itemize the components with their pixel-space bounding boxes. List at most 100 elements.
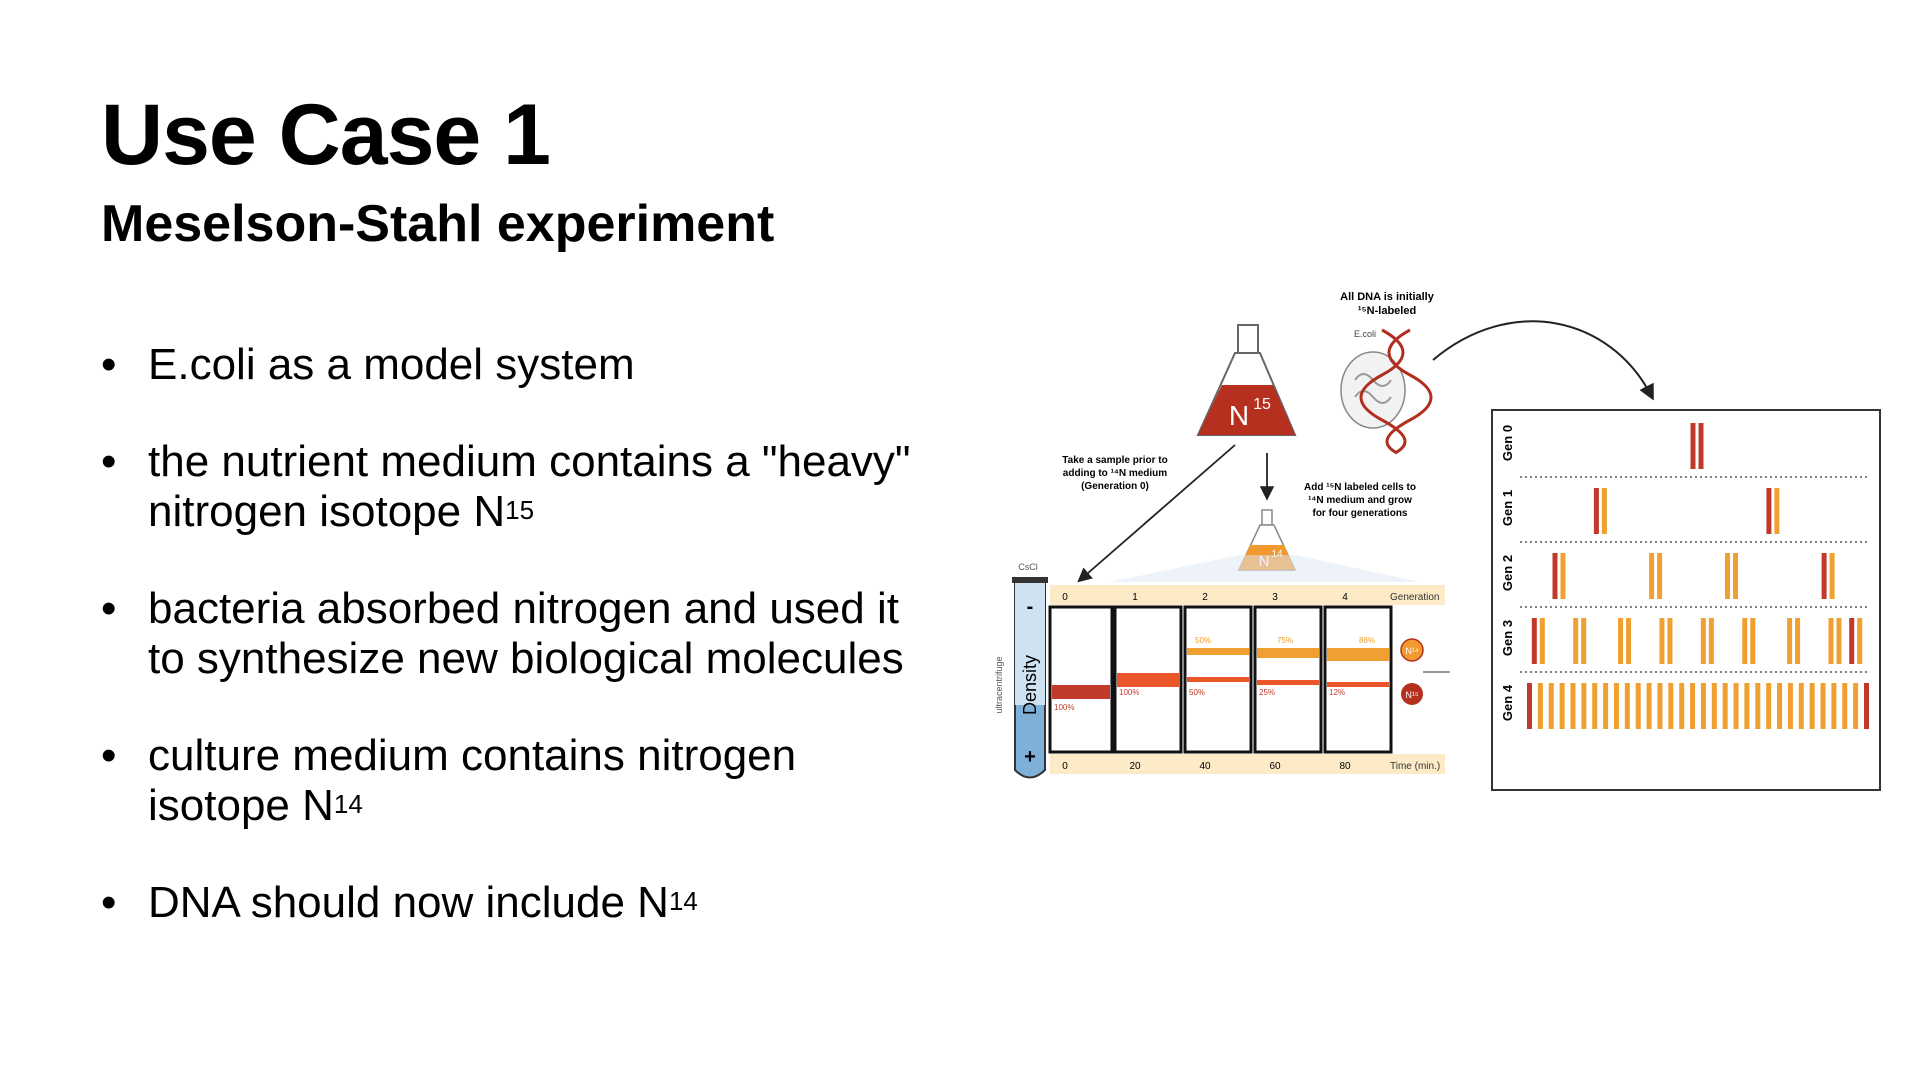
bullet-item: • DNA should now include N14 — [101, 878, 921, 928]
bullet-text: E.coli as a model system — [148, 340, 635, 389]
light-pct: 88% — [1359, 636, 1375, 645]
slide-subtitle: Meselson-Stahl experiment — [101, 195, 775, 253]
add-note-line1: Add ¹⁵N labeled cells to — [1304, 482, 1416, 493]
heavy-band — [1257, 680, 1319, 685]
sample-arrow — [1077, 444, 1236, 583]
heavy-band — [1327, 682, 1389, 687]
gen-row-label: Gen 4 — [1500, 684, 1515, 721]
density-label: Density — [1020, 655, 1040, 715]
legend-n15: N¹⁵ — [1401, 683, 1423, 705]
dna-strand — [1601, 488, 1607, 534]
heavy-pct: 100% — [1119, 688, 1139, 697]
time-tick: 80 — [1339, 761, 1351, 772]
add-note-line3: for four generations — [1312, 508, 1407, 519]
bullet-item: • the nutrient medium contains a "heavy" … — [101, 437, 921, 537]
bullet-item: • E.coli as a model system — [101, 340, 921, 390]
heavy-pct: 50% — [1189, 688, 1205, 697]
dna-strand — [1560, 553, 1566, 599]
generation-tick: 2 — [1202, 592, 1208, 603]
bullet-dot: • — [101, 340, 117, 389]
bullet-text: bacteria absorbed nitrogen and used it t… — [148, 584, 904, 683]
dna-strand — [1657, 683, 1663, 729]
flask-n15-sup: 15 — [1253, 396, 1271, 413]
tube-minus: - — [1027, 596, 1034, 618]
dna-strand — [1755, 683, 1761, 729]
generation-tick: 1 — [1132, 592, 1138, 603]
heavy-band — [1117, 673, 1179, 687]
dna-strand — [1795, 618, 1801, 664]
heavy-pct: 12% — [1329, 688, 1345, 697]
bullet-dot: • — [101, 437, 117, 486]
dna-strand — [1690, 683, 1696, 729]
dna-strand — [1539, 618, 1545, 664]
dna-strand — [1659, 618, 1665, 664]
dna-strand — [1593, 488, 1599, 534]
heavy-band — [1187, 677, 1249, 682]
dna-strand — [1667, 618, 1673, 664]
dna-strand — [1821, 553, 1827, 599]
dna-strand — [1679, 683, 1685, 729]
dna-strand — [1831, 683, 1837, 729]
dna-strand — [1657, 553, 1663, 599]
dna-strand — [1635, 683, 1641, 729]
dna-strand — [1581, 618, 1587, 664]
gradient-panel — [1048, 605, 1114, 754]
time-labels: 0 20 40 60 80 — [1062, 761, 1351, 772]
time-axis-label: Time (min.) — [1390, 761, 1440, 772]
light-pct: 50% — [1195, 636, 1211, 645]
dna-strand — [1787, 683, 1793, 729]
dna-strand — [1725, 553, 1730, 599]
curved-arrow — [1432, 320, 1654, 401]
gradient-panel — [1253, 605, 1323, 754]
ecoli-label: E.coli — [1354, 329, 1376, 339]
dna-strand — [1698, 423, 1704, 469]
dna-strand — [1733, 553, 1738, 599]
centrifuge-tube-icon: - + Density — [1012, 577, 1048, 779]
bullet-dot: • — [101, 584, 117, 633]
sample-note-line3: (Generation 0) — [1081, 481, 1149, 492]
superscript: 15 — [505, 495, 535, 525]
dna-strand — [1531, 618, 1537, 664]
bullet-list: • E.coli as a model system • the nutrient … — [101, 340, 921, 975]
dna-strand — [1722, 683, 1728, 729]
n15-flask-icon: N 15 — [1196, 324, 1297, 436]
legend-n14: N¹⁴ — [1400, 638, 1424, 662]
ultracentrifuge-label: ultracentrifuge — [994, 656, 1004, 713]
dna-strand — [1809, 683, 1815, 729]
dna-strand — [1711, 683, 1717, 729]
dna-strand — [1733, 683, 1739, 729]
bullet-item: • bacteria absorbed nitrogen and used it … — [101, 584, 921, 684]
light-band — [1187, 648, 1249, 655]
initial-label-line2: ¹⁵N-labeled — [1358, 305, 1416, 317]
initial-label-line1: All DNA is initially — [1340, 291, 1435, 303]
bullet-dot: • — [101, 731, 117, 780]
dna-strand — [1581, 683, 1587, 729]
time-tick: 20 — [1129, 761, 1141, 772]
dna-strand — [1708, 618, 1714, 664]
light-band — [1257, 648, 1319, 658]
svg-text:N¹⁴: N¹⁴ — [1405, 646, 1418, 656]
dna-strand — [1548, 683, 1554, 729]
dna-strand — [1613, 683, 1619, 729]
superscript: 14 — [333, 789, 363, 819]
tube-plus: + — [1024, 746, 1036, 768]
add-note-line2: ¹⁴N medium and grow — [1308, 495, 1412, 506]
time-band — [1050, 754, 1445, 774]
dna-strand — [1742, 618, 1748, 664]
dna-strand — [1774, 488, 1780, 534]
bullet-text: culture medium contains nitrogen isotope… — [148, 731, 797, 830]
dna-strand — [1603, 683, 1609, 729]
dna-strand — [1552, 553, 1558, 599]
dna-strand — [1649, 553, 1655, 599]
dna-strand — [1624, 683, 1630, 729]
dna-strand — [1626, 618, 1632, 664]
gen-row-label: Gen 3 — [1500, 620, 1515, 656]
dna-strand — [1744, 683, 1750, 729]
dna-strand — [1527, 683, 1532, 729]
dna-strand — [1700, 683, 1706, 729]
generation-tick: 3 — [1272, 592, 1278, 603]
gradient-panel — [1323, 605, 1393, 754]
dna-strand — [1537, 683, 1543, 729]
dna-strand — [1777, 683, 1783, 729]
svg-text:N¹⁵: N¹⁵ — [1405, 690, 1418, 700]
